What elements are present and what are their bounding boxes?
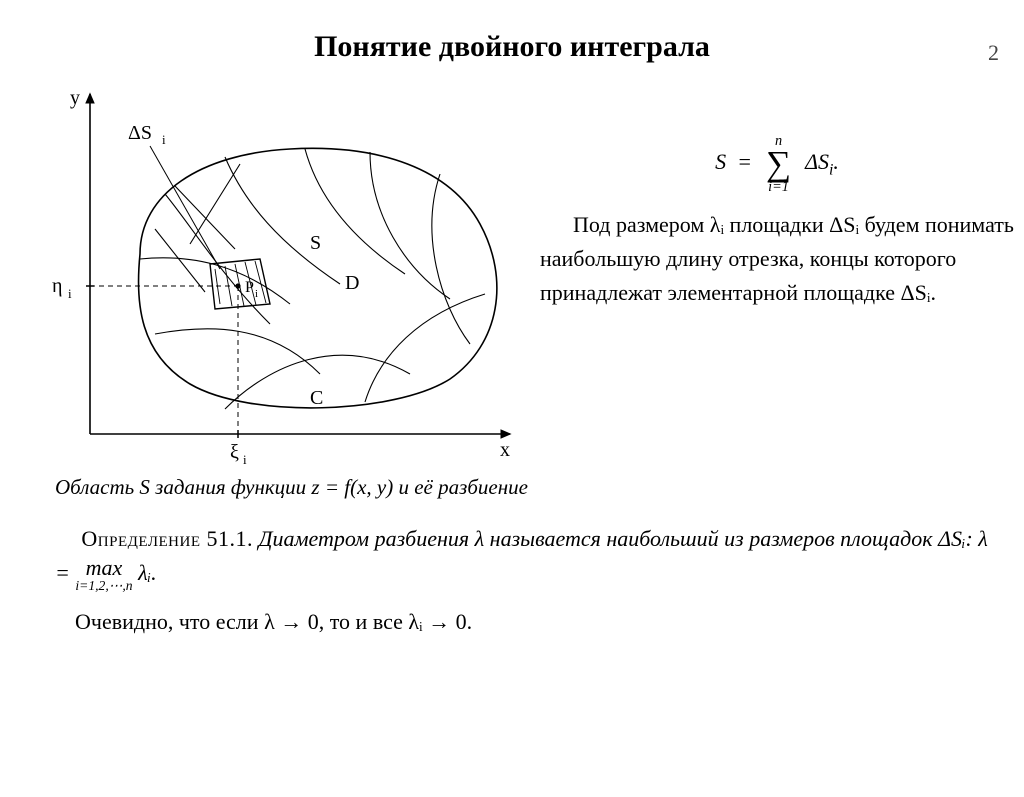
svg-text:i: i	[68, 286, 72, 301]
svg-text:i: i	[243, 452, 247, 464]
sum-bot: i=1	[766, 180, 791, 194]
observation: Очевидно, что если λ → 0, то и все λᵢ → …	[75, 609, 1024, 635]
svg-text:D: D	[345, 272, 359, 294]
formula-S: S = n ∑ i=1 ΔSi.	[540, 134, 1014, 194]
page-title: Понятие двойного интеграла	[0, 30, 1024, 64]
svg-text:C: C	[310, 387, 323, 409]
formula-period: .	[833, 149, 839, 174]
content-row: yxΔSiηiξiPiSDC S = n ∑ i=1 ΔSi. Под разм…	[0, 74, 1024, 469]
formula-eq: =	[737, 149, 752, 174]
svg-text:ξ: ξ	[230, 441, 239, 463]
max-sub: i=1,2,⋯,n	[75, 579, 132, 593]
right-text: S = n ∑ i=1 ΔSi. Под размером λᵢ площадк…	[530, 74, 1014, 311]
page-number: 2	[988, 40, 999, 66]
max-operator: max i=1,2,⋯,n	[75, 557, 132, 593]
definition-label: Определение 51.1.	[81, 526, 253, 551]
diagram-svg: yxΔSiηiξiPiSDC	[10, 74, 530, 464]
svg-text:S: S	[310, 232, 321, 254]
svg-text:x: x	[500, 439, 510, 461]
max-main: max	[75, 557, 132, 579]
formula-rhs: ΔS	[805, 149, 829, 174]
diagram-caption: Область S задания функции z = f(x, y) и …	[55, 475, 1024, 500]
definition: Определение 51.1. Диаметром разбиения λ …	[55, 522, 1004, 593]
svg-text:P: P	[245, 279, 254, 296]
sum-symbol: n ∑ i=1	[766, 134, 791, 194]
sigma: ∑	[766, 148, 791, 180]
svg-text:η: η	[52, 275, 62, 297]
paragraph: Под размером λᵢ площадки ΔSᵢ будем поним…	[540, 208, 1014, 310]
svg-text:ΔS: ΔS	[128, 122, 152, 144]
svg-text:i: i	[255, 288, 258, 300]
svg-text:y: y	[70, 87, 80, 109]
svg-text:i: i	[162, 132, 166, 147]
diagram-container: yxΔSiηiξiPiSDC	[10, 74, 530, 469]
definition-text-2: λᵢ.	[138, 560, 157, 585]
formula-lhs: S	[715, 149, 726, 174]
